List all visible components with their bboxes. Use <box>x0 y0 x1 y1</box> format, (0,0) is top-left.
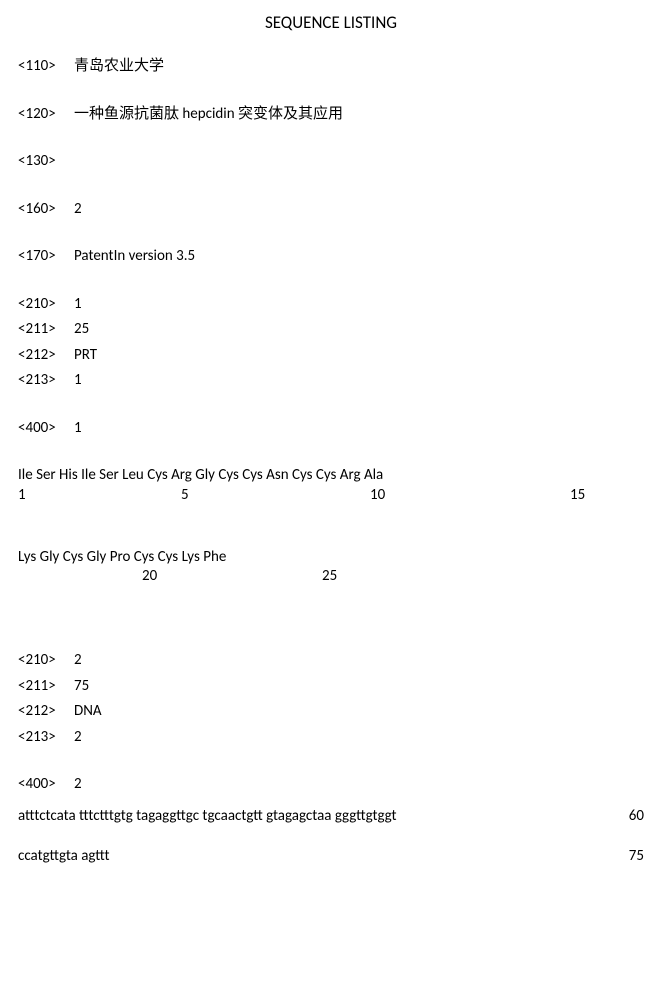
seq-tag: <210> <box>18 295 74 315</box>
seq-position-marker: 20 <box>142 567 157 585</box>
seq-tag-row: <120>一种鱼源抗菌肽 hepcidin 突变体及其应用 <box>18 105 644 125</box>
dna-block: atttctcata tttctttgtg tagaggttgc tgcaact… <box>18 807 644 865</box>
seq-tag-row: <213>2 <box>18 728 644 748</box>
seq-tag-row: <130> <box>18 152 644 172</box>
seq-tag-value: DNA <box>74 702 644 722</box>
seq-tag: <213> <box>18 371 74 391</box>
seq-tag-row: <212>DNA <box>18 702 644 722</box>
seq-tag-value: 1 <box>74 295 644 315</box>
page-title: SEQUENCE LISTING <box>18 12 644 33</box>
seq-tag-row: <400>2 <box>18 775 644 795</box>
seq-tag-row: <210>2 <box>18 651 644 671</box>
seq-tag: <400> <box>18 775 74 795</box>
seq-tag-value: 2 <box>74 728 644 748</box>
seq-tag: <212> <box>18 346 74 366</box>
seq-tag-row: <170>PatentIn version 3.5 <box>18 247 644 267</box>
seq-tag-row: <213>1 <box>18 371 644 391</box>
seq-tag: <210> <box>18 651 74 671</box>
seq-tag: <170> <box>18 247 74 267</box>
protein-seq-line-1: Ile Ser His Ile Ser Leu Cys Arg Gly Cys … <box>18 466 644 486</box>
seq-tag-value: 1 <box>74 419 644 439</box>
dna-seq-count: 60 <box>629 807 644 825</box>
dna-seq-row: atttctcata tttctttgtg tagaggttgc tgcaact… <box>18 807 644 825</box>
seq2-block: <210>2<211>75<212>DNA<213>2<400>2 <box>18 651 644 807</box>
seq-tag-value: PRT <box>74 346 644 366</box>
dna-seq-count: 75 <box>629 847 644 865</box>
seq-tag-row: <212>PRT <box>18 346 644 366</box>
seq-tag-value: 75 <box>74 677 644 697</box>
seq-tag-value: 2 <box>74 651 644 671</box>
seq-tag-row: <210>1 <box>18 295 644 315</box>
seq-tag: <213> <box>18 728 74 748</box>
seq-tag: <400> <box>18 419 74 439</box>
seq-tag-row: <400>1 <box>18 419 644 439</box>
seq-tag-value: 1 <box>74 371 644 391</box>
dna-seq-text: atttctcata tttctttgtg tagaggttgc tgcaact… <box>18 807 397 825</box>
seq-position-marker: 25 <box>322 567 337 585</box>
seq-position-marker: 10 <box>370 486 385 504</box>
seq-tag-value: 2 <box>74 200 644 220</box>
seq-position-marker: 15 <box>570 486 585 504</box>
seq-position-marker: 1 <box>18 486 26 504</box>
seq-tag-row: <211>75 <box>18 677 644 697</box>
seq-tag: <211> <box>18 320 74 340</box>
seq-tag-row: <110>青岛农业大学 <box>18 57 644 77</box>
seq-tag: <120> <box>18 105 74 125</box>
seq-position-marker: 5 <box>181 486 189 504</box>
seq-tag: <160> <box>18 200 74 220</box>
seq-tag-value <box>74 152 644 172</box>
seq-tag-row: <160>2 <box>18 200 644 220</box>
seq-tag-value: PatentIn version 3.5 <box>74 247 644 267</box>
seq-tag-value: 青岛农业大学 <box>74 57 644 77</box>
header-block: <110>青岛农业大学 <120>一种鱼源抗菌肽 hepcidin 突变体及其应用… <box>18 57 644 466</box>
seq-tag: <211> <box>18 677 74 697</box>
seq-tag-row: <211>25 <box>18 320 644 340</box>
seq-tag-value: 一种鱼源抗菌肽 hepcidin 突变体及其应用 <box>74 105 644 125</box>
protein-seq-line-2: Lys Gly Cys Gly Pro Cys Cys Lys Phe <box>18 548 644 568</box>
dna-seq-row: ccatgttgta agttt 75 <box>18 847 644 865</box>
seq-tag: <110> <box>18 57 74 77</box>
protein-seq-nums-1: 151015 <box>18 486 644 506</box>
protein-seq-nums-2: 2025 <box>18 567 644 587</box>
seq-tag-value: 25 <box>74 320 644 340</box>
seq-tag-value: 2 <box>74 775 644 795</box>
seq-tag: <212> <box>18 702 74 722</box>
dna-seq-text: ccatgttgta agttt <box>18 847 110 865</box>
seq-tag: <130> <box>18 152 74 172</box>
